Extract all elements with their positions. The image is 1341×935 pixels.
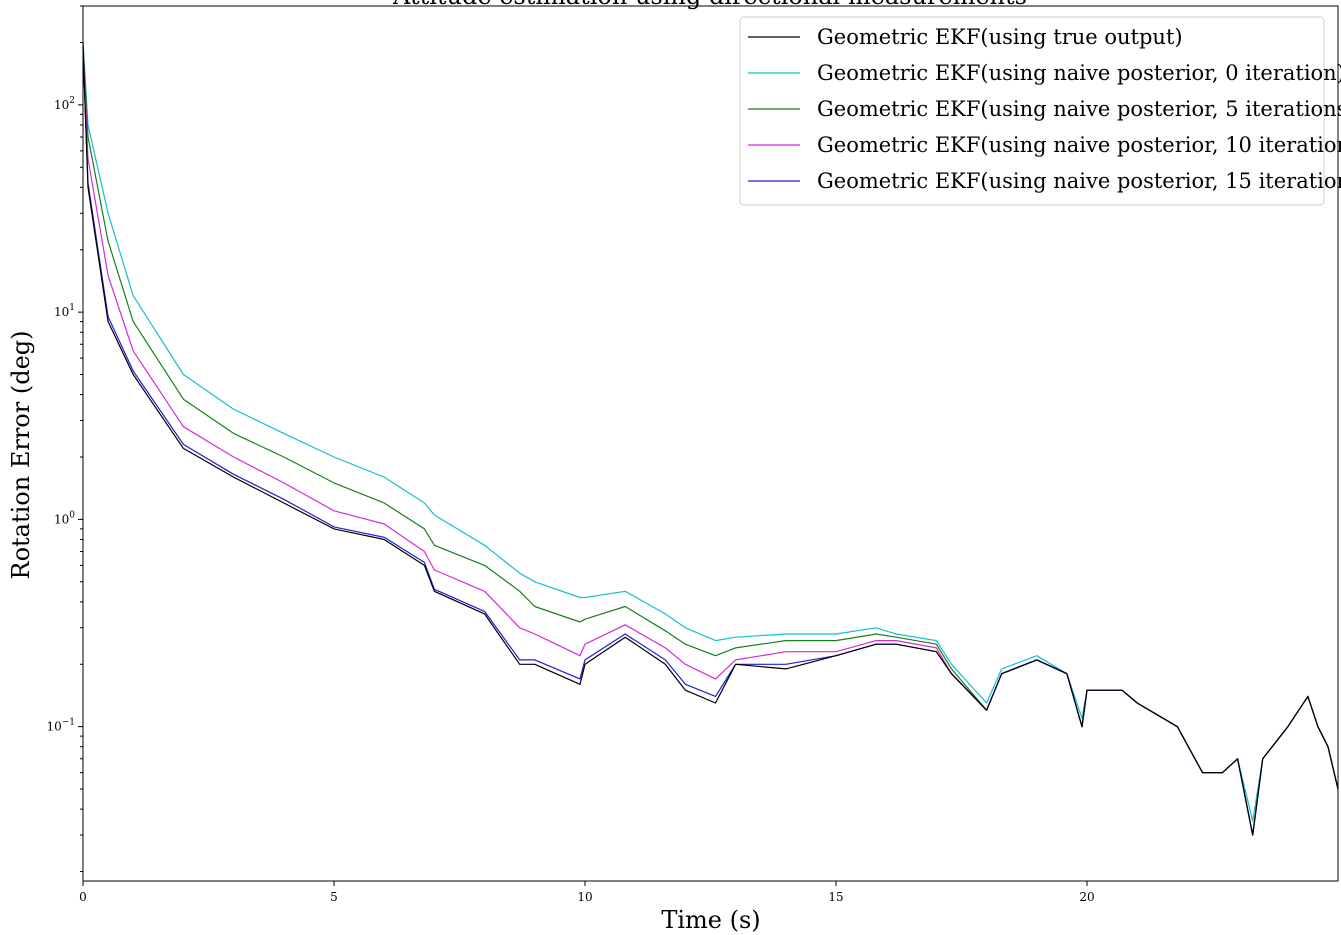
x-axis: 0 5 10 15 20 [79, 881, 1095, 904]
plot-frame [82, 5, 1339, 882]
x-axis-label: Time (s) [661, 906, 760, 934]
x-tick-label: 10 [577, 890, 592, 904]
chart-title: Attitude estimation using directional me… [392, 0, 1027, 10]
y-tick-label: 100 [54, 510, 75, 526]
legend-label: Geometric EKF(using true output) [817, 25, 1183, 49]
x-tick-label: 20 [1079, 890, 1094, 904]
plot-area [82, 42, 1339, 836]
x-tick-label: 0 [79, 890, 87, 904]
y-axis: 10−1 100 101 102 [46, 5, 83, 873]
y-tick-label: 102 [54, 96, 75, 112]
x-tick-label: 5 [330, 890, 338, 904]
legend-label: Geometric EKF(using naive posterior, 10 … [817, 133, 1341, 157]
legend: Geometric EKF(using true output) Geometri… [739, 16, 1341, 206]
x-tick-label: 15 [828, 890, 843, 904]
legend-label: Geometric EKF(using naive posterior, 0 i… [817, 61, 1341, 85]
y-tick-label: 101 [54, 303, 75, 319]
series-line-0 [82, 47, 1339, 836]
legend-label: Geometric EKF(using naive posterior, 15 … [817, 169, 1341, 193]
legend-box [739, 16, 1325, 206]
y-tick-label: 10−1 [46, 718, 75, 734]
legend-label: Geometric EKF(using naive posterior, 5 i… [817, 97, 1341, 121]
y-axis-label: Rotation Error (deg) [7, 331, 35, 580]
